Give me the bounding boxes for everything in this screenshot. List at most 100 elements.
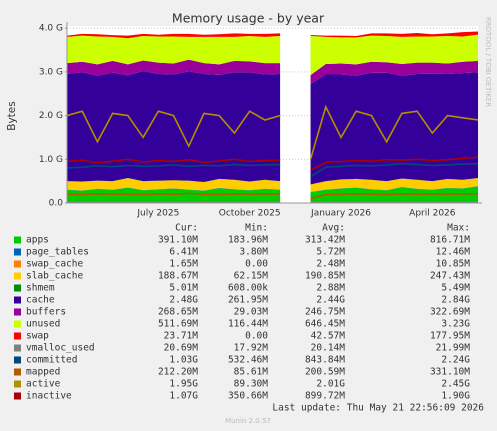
legend-stat: 511.69M [158,319,198,330]
legend-stat: 322.69M [430,307,470,318]
area [67,34,478,76]
legend-label: shmem [26,283,55,294]
y-axis-label: Bytes [6,101,18,130]
line [66,162,479,178]
footer: Munin 2.0.57 [225,417,271,425]
legend-stat: 212.20M [158,367,198,378]
legend-stat: 6.41M [169,247,198,258]
x-tick-label: January 2026 [310,209,371,219]
legend-column-header: Max: [447,223,470,234]
legend-stat: 2.84G [441,295,470,306]
legend-stat: 0.00 [245,331,268,342]
legend-stat: 116.44M [228,319,268,330]
y-tick-label: 3.0 G [39,67,63,77]
legend-swatch [14,368,21,376]
legend-label: committed [26,355,77,366]
legend-stat: 20.14M [311,343,346,354]
chart-title: Memory usage - by year [172,11,325,26]
legend-stat: 608.00k [228,283,268,294]
legend-column-header: Cur: [175,223,198,234]
legend-stat: 331.10M [430,367,470,378]
legend-label: buffers [26,307,66,318]
legend-swatch [14,308,21,316]
legend-stat: 1.65M [169,259,198,270]
line [66,156,479,171]
legend-stat: 12.46M [436,247,471,258]
legend-stat: 85.61M [234,367,269,378]
y-tick-label: 1.0 G [39,155,63,165]
legend-stat: 3.80M [239,247,268,258]
legend-stat: 2.48G [169,295,198,306]
legend-swatch [14,332,21,340]
legend-stat: 200.59M [305,367,345,378]
legend-stat: 177.95M [430,331,470,342]
legend-column-header: Avg: [322,223,345,234]
legend-stat: 646.45M [305,319,345,330]
legend-swatch [14,320,21,328]
x-tick-label: July 2025 [136,209,179,219]
legend-stat: 89.30M [234,379,269,390]
legend-stat: 1.90G [441,391,470,402]
legend-label: swap [26,331,49,342]
legend-swatch [14,380,21,388]
legend-label: active [26,379,61,390]
area [67,31,478,39]
legend-swatch [14,260,21,268]
line [66,192,478,200]
legend-stat: 62.15M [234,271,269,282]
legend-label: unused [26,319,60,330]
legend-stat: 188.67M [158,271,198,282]
legend-swatch [14,236,21,244]
legend-stat: 2.48M [316,259,345,270]
legend-stat: 17.92M [234,343,269,354]
legend-stat: 816.71M [430,235,470,246]
legend-stat: 0.00 [245,259,268,270]
legend-label: page_tables [26,247,89,258]
legend-column-header: Min: [245,223,268,234]
area [67,70,478,185]
legend-stat: 268.65M [158,307,198,318]
legend-stat: 29.03M [234,307,269,318]
x-tick-label: October 2025 [219,209,281,219]
legend-stat: 2.24G [441,355,470,366]
legend-stat: 313.42M [305,235,345,246]
legend-stat: 20.69M [164,343,199,354]
line [66,104,479,160]
legend-swatch [14,296,21,304]
legend-label: vmalloc_used [26,343,95,354]
legend-stat: 1.07G [169,391,198,402]
legend-stat: 391.10M [158,235,198,246]
y-tick-label: 2.0 G [39,111,63,121]
legend-label: swap_cache [26,259,83,270]
legend-label: mapped [26,367,60,378]
legend-stat: 23.71M [164,331,199,342]
side-label: RRDTOOL / TOBI OETIKER [484,17,492,107]
area [67,178,478,192]
legend-stat: 843.84M [305,355,345,366]
legend-stat: 5.72M [316,247,345,258]
legend-stat: 10.85M [436,259,471,270]
legend-stat: 261.95M [228,295,268,306]
legend-stat: 532.46M [228,355,268,366]
legend-stat: 2.88M [316,283,345,294]
last-update: Last update: Thu May 21 22:56:09 2026 [272,403,484,414]
legend-stat: 183.96M [228,235,268,246]
y-tick-label: 4.0 G [39,24,63,34]
y-tick-label: 0.0 [49,199,64,209]
legend-stat: 1.95G [169,379,198,390]
legend-stat: 899.72M [305,391,345,402]
x-tick-label: April 2026 [409,209,456,219]
legend-stat: 247.43M [430,271,470,282]
legend-label: slab_cache [26,271,83,282]
legend-swatch [14,284,21,292]
legend-stat: 21.99M [436,343,471,354]
area [67,59,478,84]
legend-swatch [14,248,21,256]
legend-label: cache [26,295,55,306]
legend-stat: 350.66M [228,391,268,402]
legend-stat: 42.57M [311,331,346,342]
legend-stat: 1.03G [169,355,198,366]
legend-stat: 2.44G [316,295,345,306]
legend-stat: 5.49M [441,283,470,294]
